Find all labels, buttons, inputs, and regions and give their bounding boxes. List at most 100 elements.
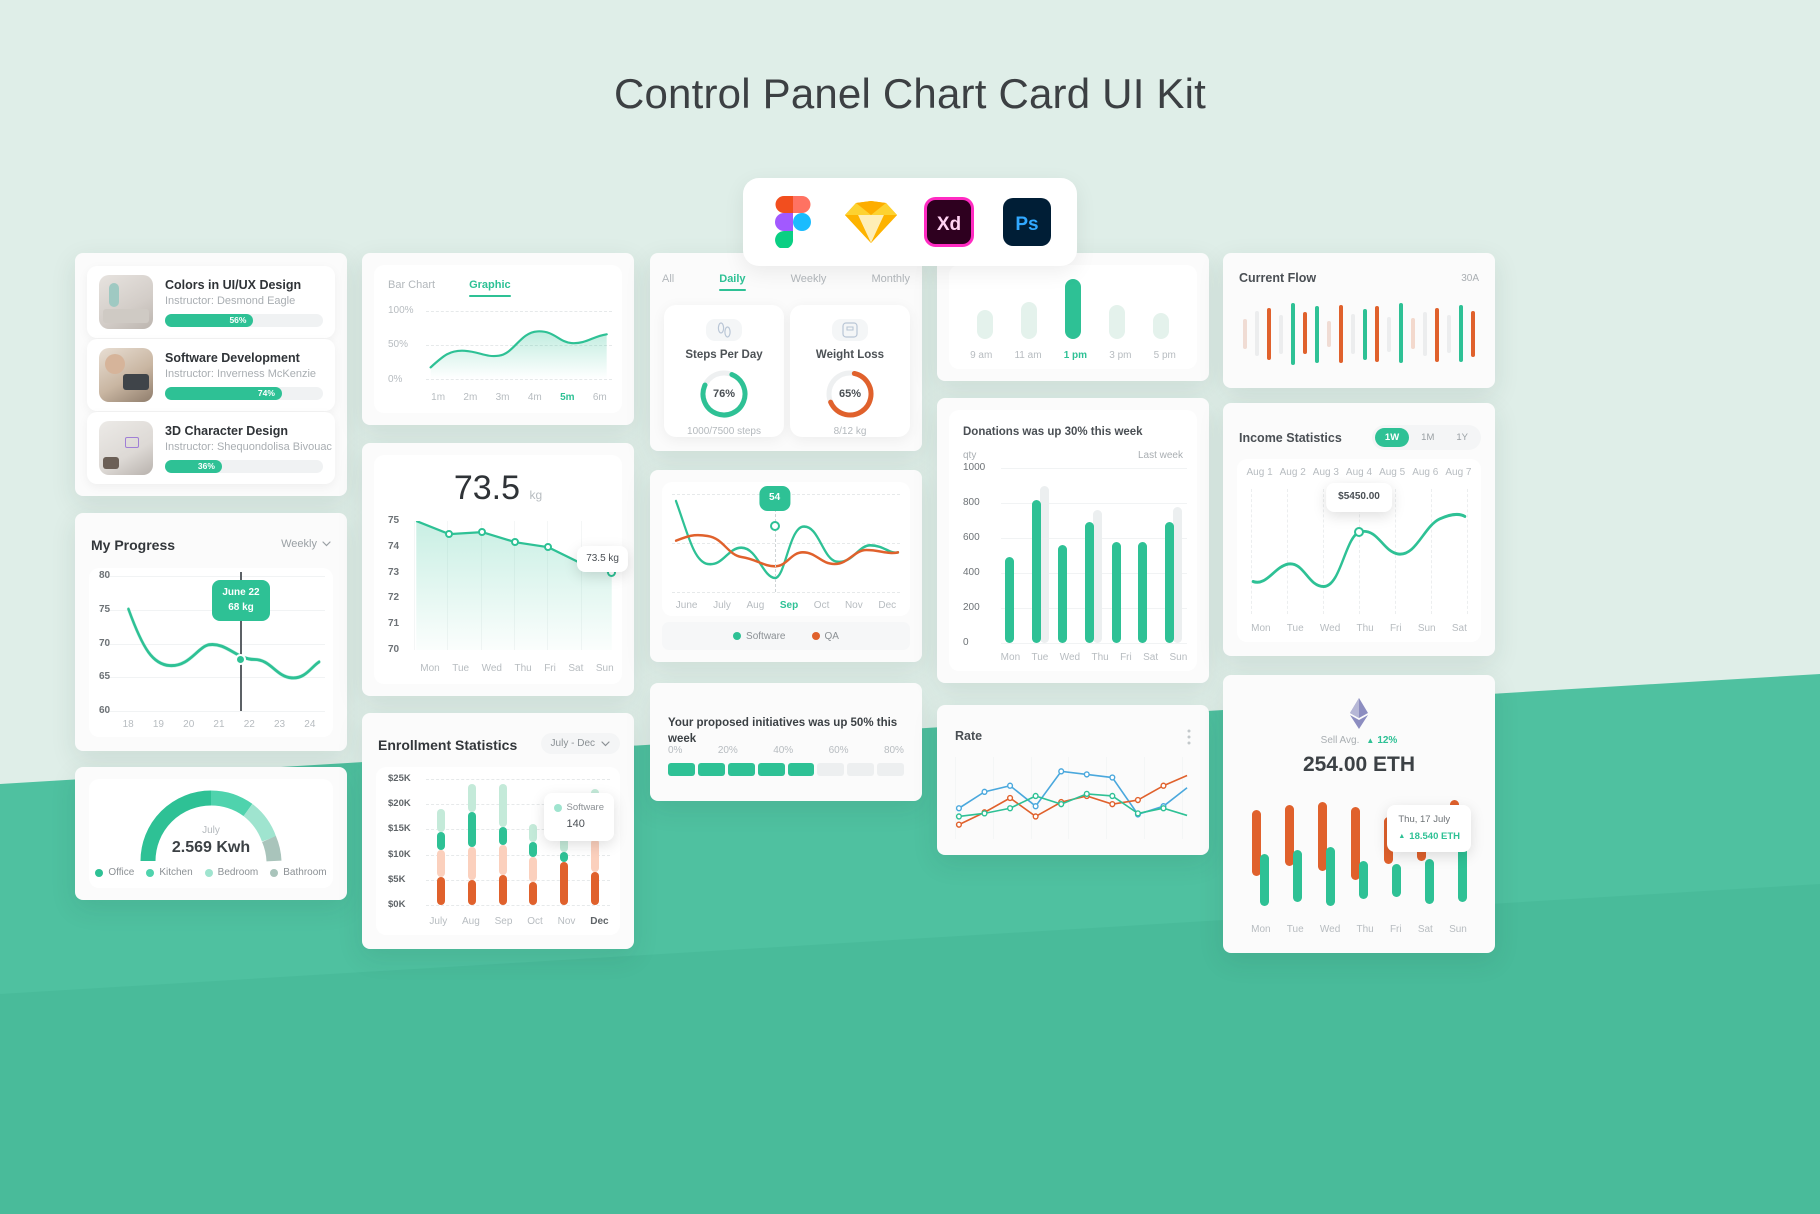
figma-icon[interactable] <box>765 194 821 250</box>
x-tick: Sat <box>1451 623 1467 634</box>
flow-bar <box>1411 317 1415 349</box>
x-tick: 2m <box>463 392 478 403</box>
tooltip-value: 68 kg <box>228 601 254 613</box>
y-tick: $15K <box>388 823 411 835</box>
kpi-donut: 65% <box>824 368 876 420</box>
list-item[interactable]: Colors in UI/UX Design Instructor: Desmo… <box>87 266 335 338</box>
x-tick: 3m <box>495 392 510 403</box>
bar-segment <box>590 839 599 873</box>
income-range-selector[interactable]: 1W 1M 1Y <box>1371 425 1481 450</box>
x-tick: 11 am <box>1014 350 1042 361</box>
x-tick: Nov <box>557 916 576 927</box>
bar-segment <box>498 844 507 875</box>
kpi-steps[interactable]: Steps Per Day 76% 1000/7500 steps <box>664 305 784 437</box>
x-tick: Fri <box>1389 924 1402 935</box>
flow-bar <box>1435 307 1439 362</box>
current-flow-chart <box>1239 299 1479 372</box>
tab-all[interactable]: All <box>662 273 675 285</box>
kpi-sub: 8/12 kg <box>833 426 867 437</box>
range-1y[interactable]: 1Y <box>1456 432 1468 443</box>
progress-segment <box>757 763 785 776</box>
kpi-weight-loss[interactable]: Weight Loss 65% 8/12 kg <box>790 305 910 437</box>
current-flow-title: Current Flow <box>1239 271 1317 285</box>
bar <box>1164 522 1174 643</box>
eth-bar-low <box>1425 859 1435 904</box>
tab-daily[interactable]: Daily <box>719 273 746 291</box>
progress-track: 74% <box>165 386 323 400</box>
x-tick: Tue <box>1286 623 1304 634</box>
x-tick: Fri <box>1120 652 1132 663</box>
course-title: Software Development <box>165 350 300 365</box>
enrollment-range-selector[interactable]: July - Dec <box>540 733 620 754</box>
top-label: Aug 4 <box>1345 467 1373 478</box>
initiatives-card: Your proposed initiatives was up 50% thi… <box>650 683 922 801</box>
bar-segment <box>437 831 446 850</box>
flow-bar <box>1339 304 1343 364</box>
progress-segment <box>817 763 845 776</box>
y-tick: $0K <box>388 899 406 910</box>
top-label: Aug 3 <box>1312 467 1339 478</box>
tooltip-value: 140 <box>566 817 585 830</box>
list-item[interactable]: Software Development Instructor: Inverne… <box>87 339 335 411</box>
legend-item-qa: QA <box>811 631 839 642</box>
marker-dot <box>234 654 246 666</box>
x-tick: 5 pm <box>1153 350 1176 361</box>
bar-segment <box>468 847 476 880</box>
hourly-card: 9 am 11 am 1 pm 3 pm 5 pm <box>937 253 1209 381</box>
weight-unit: kg <box>529 488 543 502</box>
progress-fill: 56% <box>165 313 254 327</box>
bar-segment <box>529 882 538 905</box>
bar <box>1109 305 1125 339</box>
top-label: Aug 1 <box>1246 467 1273 478</box>
x-tick: June <box>675 600 698 611</box>
more-vertical-icon[interactable] <box>1187 729 1191 750</box>
tab-weekly[interactable]: Weekly <box>790 273 827 285</box>
legend-label: Bedroom <box>217 867 259 878</box>
tick: 20% <box>717 745 738 756</box>
tab-bar-chart[interactable]: Bar Chart <box>388 279 436 291</box>
progress-segment <box>727 763 755 776</box>
bar-segment <box>529 824 538 842</box>
tab-graphic[interactable]: Graphic <box>469 279 511 297</box>
flow-bar <box>1471 310 1475 358</box>
range-1w[interactable]: 1W <box>1374 428 1410 447</box>
bar <box>1021 301 1037 339</box>
photoshop-icon[interactable]: Ps <box>999 194 1055 250</box>
bar <box>1153 312 1169 339</box>
x-tick: Tue <box>452 663 470 674</box>
course-title: Colors in UI/UX Design <box>165 277 302 292</box>
initiatives-title: Your proposed initiatives was up 50% thi… <box>668 717 898 746</box>
donations-card: Donations was up 30% this week qty Last … <box>937 398 1209 683</box>
legend-item-office: Office <box>95 867 134 878</box>
donations-legend-label: Last week <box>1137 450 1183 461</box>
bar <box>1085 522 1094 643</box>
x-tick: 6m <box>592 392 607 403</box>
flow-bar <box>1375 306 1379 362</box>
legend-label: Kitchen <box>159 867 193 878</box>
sketch-icon[interactable] <box>843 194 899 250</box>
tooltip-date: Thu, 17 July <box>1398 814 1451 825</box>
y-tick: 800 <box>963 497 980 508</box>
x-axis: 18 19 20 21 22 23 24 <box>113 719 325 730</box>
range-1m[interactable]: 1M <box>1421 432 1435 443</box>
bar <box>1031 499 1041 643</box>
kpi-sub: 1000/7500 steps <box>687 426 761 437</box>
activity-tabs[interactable]: All Daily Weekly Monthly <box>662 273 910 291</box>
svg-text:Xd: Xd <box>937 214 961 235</box>
list-item[interactable]: 3D Character Design Instructor: Shequond… <box>87 412 335 484</box>
flow-bar <box>1267 307 1271 361</box>
range-selector[interactable]: Weekly <box>281 538 331 550</box>
x-axis: Mon Tue Wed Thu Fri Sat Sun <box>414 663 620 674</box>
adobe-xd-icon[interactable]: Xd <box>921 194 977 250</box>
top-label: Aug 2 <box>1279 467 1306 478</box>
x-tick: 1m <box>431 392 446 403</box>
bar-segment <box>529 842 538 858</box>
x-tick: Aug <box>462 916 480 927</box>
income-title: Income Statistics <box>1239 431 1342 445</box>
y-tick: 73 <box>388 566 400 578</box>
x-tick: Wed <box>1319 924 1341 935</box>
tab-monthly[interactable]: Monthly <box>871 273 910 285</box>
kpi-caption: Weight Loss <box>815 349 885 361</box>
bar-graphic-tabs[interactable]: Bar Chart Graphic <box>388 279 511 297</box>
my-progress-tooltip: June 22 68 kg <box>212 580 270 621</box>
